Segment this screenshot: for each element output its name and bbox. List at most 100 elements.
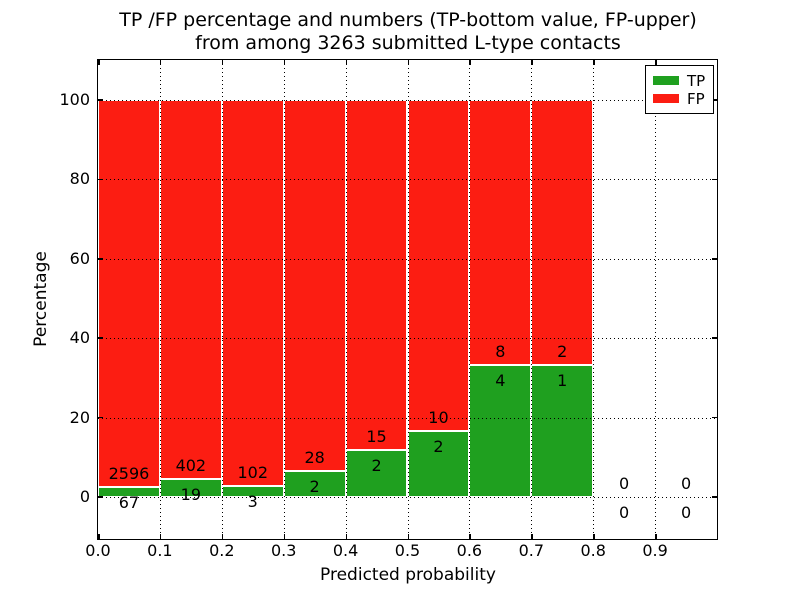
x-tick-mark (345, 534, 348, 539)
x-tick-mark-top (531, 60, 533, 65)
fp-bar-segment (345, 100, 408, 451)
y-tick-mark (98, 496, 103, 498)
fp-bar-segment (159, 100, 222, 480)
y-tick-label: 0 (79, 487, 90, 506)
tp-count-label: 19 (180, 485, 202, 505)
y-tick-mark-right (712, 416, 717, 419)
fp-legend-label: FP (687, 89, 705, 108)
x-tick-mark-top (283, 60, 286, 65)
fp-count-label: 8 (495, 341, 506, 361)
plot-area: TP FP 2596 67 402 19 102 3 28 2 15 2 10 2 8 4 2 1 0 0 0 0 0.… (59, 59, 718, 560)
x-tick-mark-top (98, 60, 100, 65)
tp-count-label: 1 (557, 370, 568, 390)
x-tick-mark-top (159, 60, 162, 65)
x-tick-mark-top (593, 60, 595, 65)
fp-bar-segment (98, 100, 160, 487)
y-tick-mark-right (712, 258, 717, 260)
fp-count-label: 0 (619, 474, 630, 493)
x-tick-label: 0.5 (394, 541, 421, 560)
tp-count-label: 4 (495, 370, 506, 390)
fp-count-label: 10 (428, 407, 449, 427)
tp-count-label: 2 (371, 456, 382, 476)
x-tick-mark (98, 534, 100, 539)
tp-bar-segment (531, 364, 594, 497)
y-tick-mark (98, 416, 103, 419)
y-tick-label: 100 (59, 90, 90, 109)
x-axis-label: Predicted probability (320, 565, 496, 585)
fp-count-label: 2 (557, 341, 568, 361)
x-tick-mark (593, 534, 595, 539)
x-tick-label: 0.4 (332, 541, 359, 560)
y-tick-mark-right (712, 178, 717, 181)
x-tick-mark (655, 534, 657, 539)
fp-count-label: 0 (680, 474, 692, 493)
tp-count-label: 2 (309, 476, 320, 496)
y-tick-label: 80 (69, 169, 90, 189)
y-tick-label: 40 (69, 328, 90, 348)
x-tick-label: 0.1 (147, 541, 173, 560)
tp-bar-segment (469, 364, 532, 497)
x-tick-label: 0.3 (270, 541, 297, 560)
fp-count-label: 15 (366, 427, 387, 447)
tp-legend-swatch (653, 76, 679, 85)
y-tick-mark (98, 178, 103, 181)
vertical-gridline (531, 60, 533, 539)
x-tick-mark (469, 534, 471, 539)
fp-count-label: 402 (175, 456, 207, 476)
y-tick-label: 20 (69, 407, 90, 427)
x-tick-label: 0.7 (518, 541, 545, 560)
x-tick-mark-top (221, 60, 224, 65)
fp-count-label: 28 (304, 447, 325, 467)
vertical-gridline (283, 60, 285, 539)
y-tick-mark (98, 337, 103, 339)
fp-bar-segment (531, 100, 594, 365)
tp-bar-segment (407, 430, 470, 497)
chart-title-line2: from among 3263 submitted L-type contact… (195, 32, 621, 54)
vertical-gridline (221, 60, 223, 539)
tp-count-label: 2 (433, 436, 444, 456)
x-tick-label: 0.2 (209, 541, 235, 560)
x-tick-mark (221, 534, 224, 539)
x-tick-mark (407, 534, 409, 539)
x-tick-mark (531, 534, 533, 539)
tp-count-label: 0 (619, 503, 630, 522)
tp-count-label: 67 (118, 493, 140, 512)
y-axis-label: Percentage (31, 251, 51, 347)
x-tick-label: 0.0 (85, 541, 111, 560)
fp-bar-segment (283, 100, 346, 471)
tp-count-label: 3 (247, 491, 258, 511)
fp-count-label: 102 (237, 462, 269, 482)
x-tick-mark-top (469, 60, 471, 65)
vertical-gridline (345, 60, 347, 539)
fp-bar-segment (407, 100, 470, 431)
y-tick-mark-right (712, 337, 717, 339)
tp-bar-segment (345, 450, 408, 497)
tp-count-label: 0 (680, 503, 692, 522)
tp-bar-segment (283, 470, 346, 497)
fp-bar-segment (469, 100, 532, 365)
x-tick-mark (283, 534, 286, 539)
vertical-gridline (655, 60, 657, 539)
x-tick-mark-top (407, 60, 409, 65)
legend: TP FP (645, 65, 714, 114)
tp-bar-segment (98, 487, 160, 497)
tp-legend-label: TP (687, 71, 706, 90)
y-tick-mark-right (712, 99, 717, 101)
fp-count-label: 2596 (108, 464, 150, 483)
legend-row-tp: TP (646, 71, 713, 90)
chart-title-line1: TP /FP percentage and numbers (TP-bottom… (119, 9, 697, 31)
y-tick-mark (98, 258, 103, 260)
vertical-gridline (593, 60, 595, 539)
x-tick-label: 0.8 (580, 541, 606, 560)
vertical-gridline (407, 60, 409, 539)
x-tick-mark (159, 534, 162, 539)
y-tick-label: 60 (69, 248, 90, 268)
fp-bar-segment (221, 100, 284, 486)
vertical-gridline (159, 60, 161, 539)
y-tick-mark-right (712, 496, 717, 498)
vertical-gridline (469, 60, 471, 539)
x-tick-label: 0.6 (456, 541, 483, 560)
x-tick-label: 0.9 (642, 541, 668, 560)
legend-row-fp: FP (646, 89, 713, 108)
